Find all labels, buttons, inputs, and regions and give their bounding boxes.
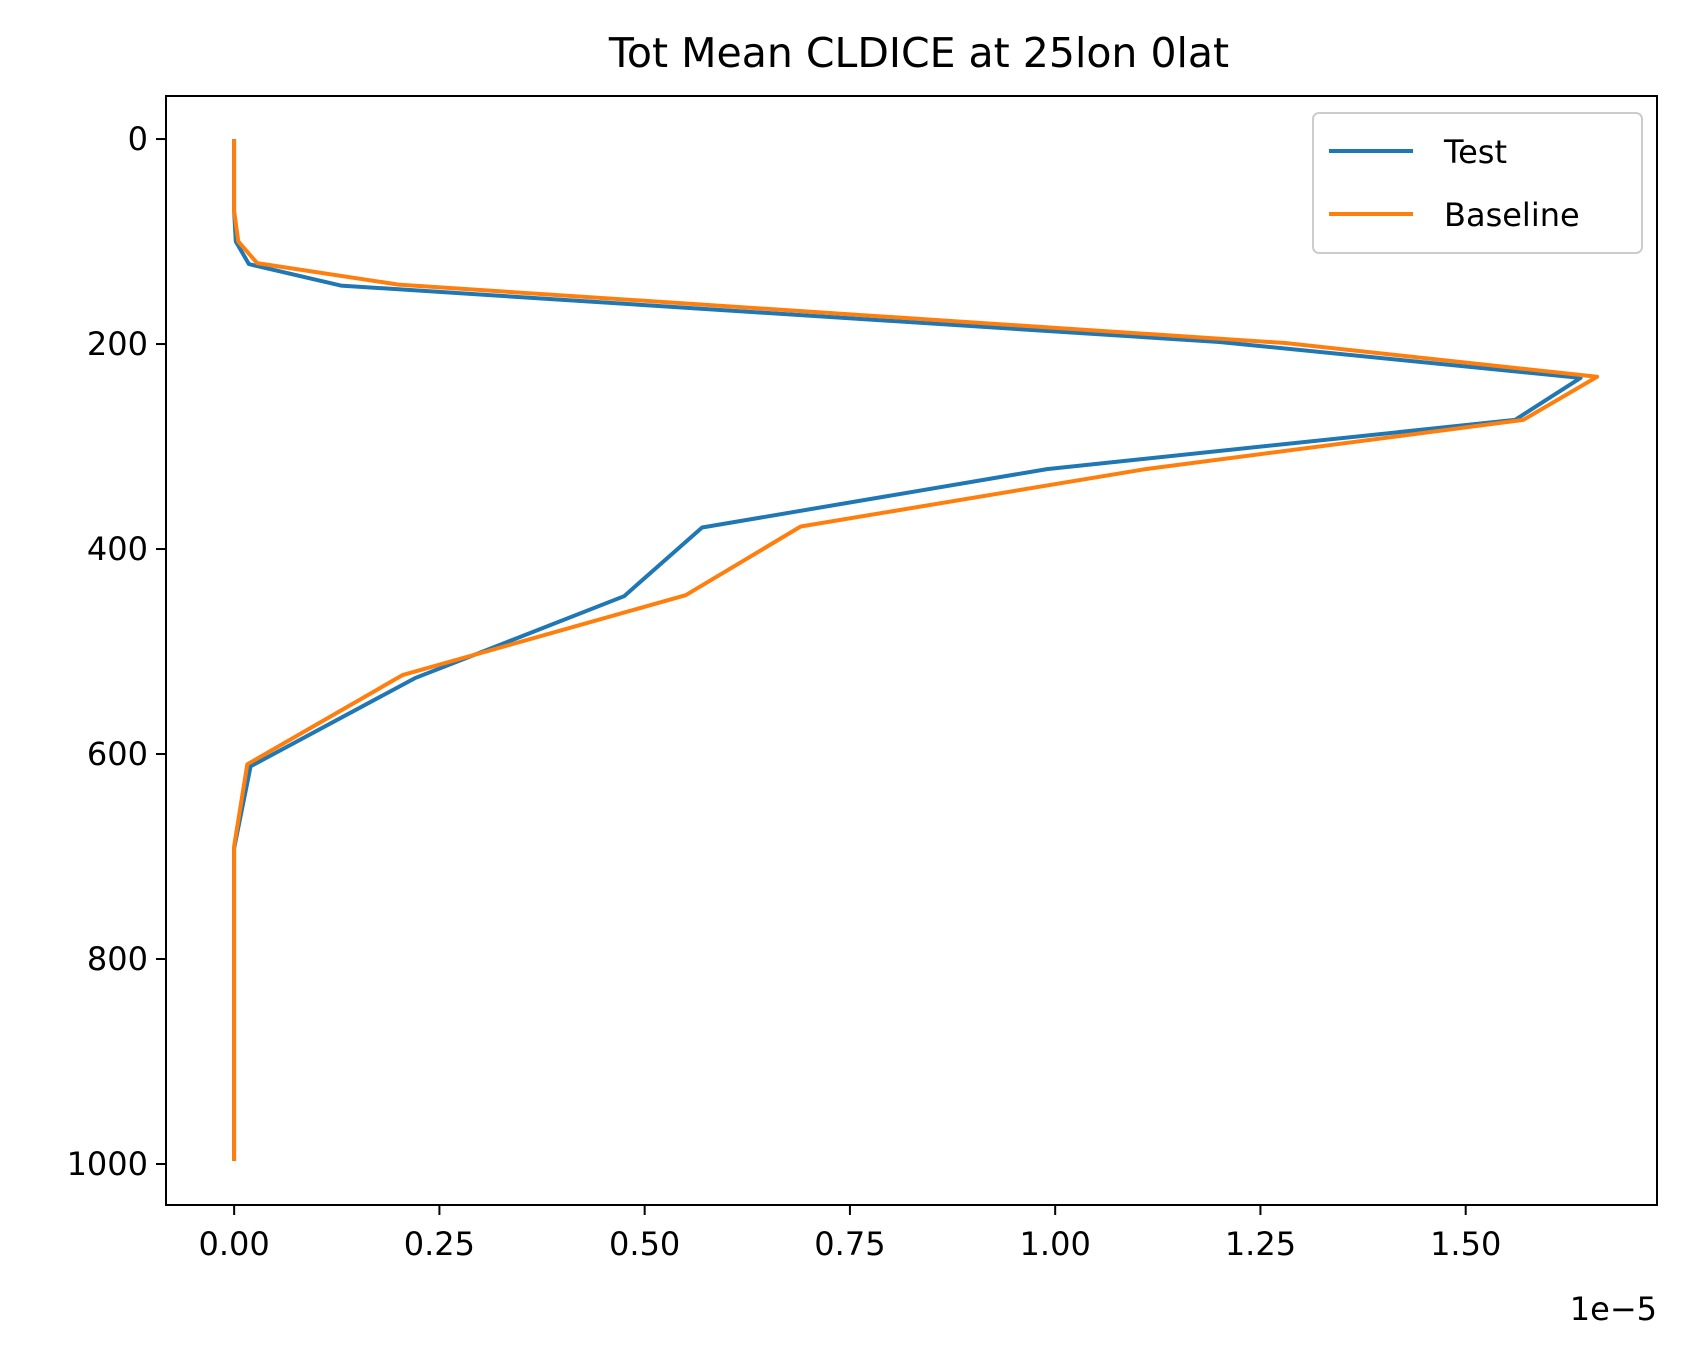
legend-box	[1312, 112, 1643, 254]
x-tick-label: 1.25	[1225, 1225, 1296, 1263]
legend-label-baseline: Baseline	[1444, 196, 1580, 234]
y-axis: 0 200 400 600 800 1000	[67, 120, 166, 1183]
x-tick-label: 0.00	[199, 1225, 270, 1263]
series-line-baseline	[232, 139, 1600, 1161]
y-tick-label: 1000	[67, 1145, 148, 1183]
y-tick-label: 600	[87, 735, 148, 773]
y-tick-label: 400	[87, 530, 148, 568]
x-tick-label: 0.50	[609, 1225, 680, 1263]
x-tick-label: 1.00	[1020, 1225, 1091, 1263]
x-axis: 0.00 0.25 0.50 0.75 1.00 1.25 1.50	[199, 1205, 1501, 1263]
plot-frame	[165, 95, 1658, 1206]
x-axis-offset-label: 1e−5	[1570, 1290, 1657, 1328]
chart-title: Tot Mean CLDICE at 25lon 0lat	[608, 29, 1229, 77]
legend: Test Baseline	[1312, 112, 1643, 254]
y-tick-label: 0	[128, 120, 148, 158]
legend-label-test: Test	[1443, 133, 1507, 171]
y-tick-label: 200	[87, 325, 148, 363]
series-layer	[232, 139, 1600, 1161]
x-tick-label: 1.50	[1430, 1225, 1501, 1263]
x-tick-label: 0.25	[404, 1225, 475, 1263]
y-tick-label: 800	[87, 940, 148, 978]
x-tick-label: 0.75	[814, 1225, 885, 1263]
